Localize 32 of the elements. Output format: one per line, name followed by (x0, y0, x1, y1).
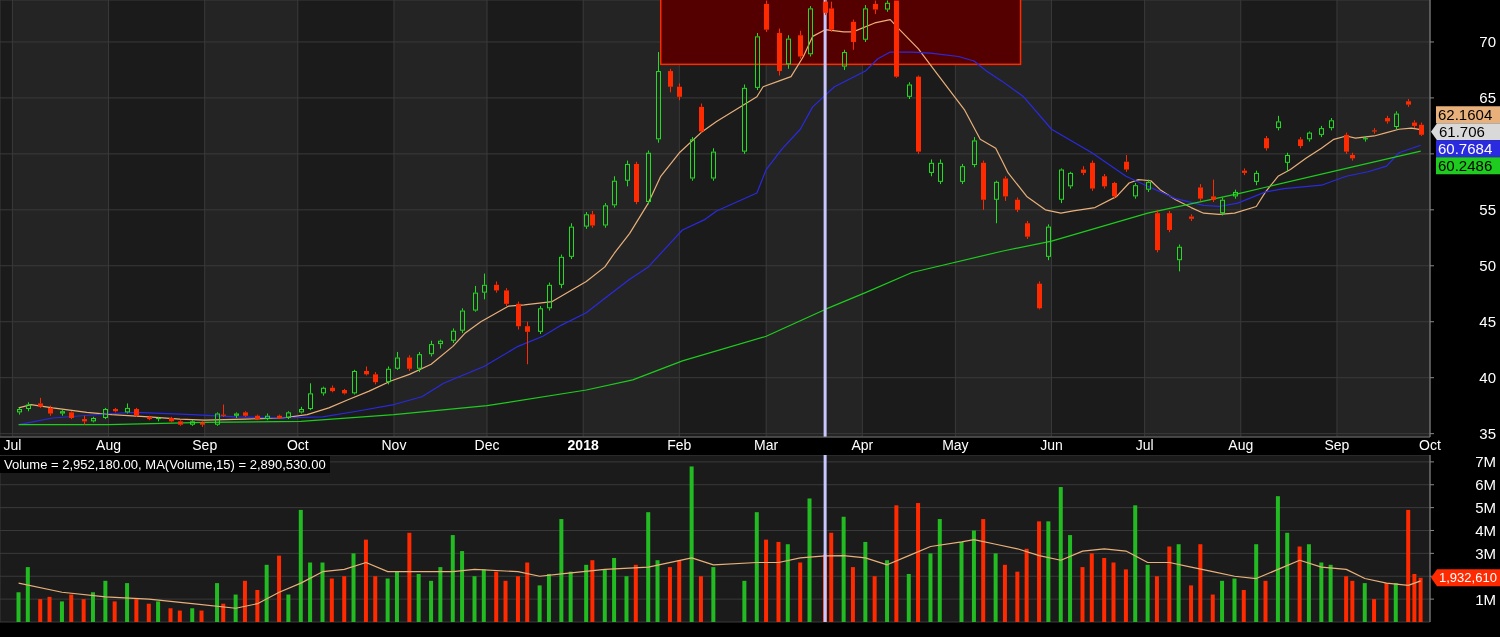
y-tick-label: 4M (1475, 521, 1496, 539)
x-tick-label: Aug (1228, 437, 1254, 453)
x-tick-label: Apr (851, 437, 874, 453)
y-tick-label: 3M (1475, 544, 1496, 562)
x-tick-label: Mar (754, 437, 779, 453)
y-tick-label: 6M (1475, 476, 1496, 494)
y-tick-label: 7M (1475, 453, 1496, 471)
y-tick-label: 5M (1475, 499, 1496, 517)
y-tick-label: 50 (1479, 257, 1496, 275)
x-tick-label: Feb (667, 437, 692, 453)
x-tick-label: May (942, 437, 969, 453)
x-tick-label: 2018 (567, 437, 599, 453)
y-tick-label: 35 (1479, 425, 1496, 443)
x-tick-label: Oct (286, 437, 309, 453)
y-tick-label: 65 (1479, 89, 1496, 107)
x-tick-label: Sep (1324, 437, 1350, 453)
y-tick-label: 1M (1475, 590, 1496, 608)
x-tick-label: Sep (192, 437, 218, 453)
text: 61.706 (1439, 123, 1485, 141)
y-tick-label: 70 (1479, 33, 1496, 51)
x-tick-label: Dec (474, 437, 500, 453)
x-tick-label: Nov (381, 437, 407, 453)
data-label: 1,932,610 (1439, 570, 1497, 586)
y-tick-label: 40 (1479, 369, 1496, 387)
y-tick-label: 45 (1479, 313, 1496, 331)
x-tick-label: Aug (96, 437, 122, 453)
y-tick-label: 55 (1479, 201, 1496, 219)
x-tick-label: Jul (1135, 437, 1154, 453)
chart-title: Volume = 2,952,180.00, MA(Volume,15) = 2,890,530.00 (0, 456, 330, 473)
x-tick-label: Oct (1419, 437, 1441, 453)
x-tick-label: Jul (3, 437, 22, 453)
x-tick-label: Jun (1040, 437, 1063, 453)
